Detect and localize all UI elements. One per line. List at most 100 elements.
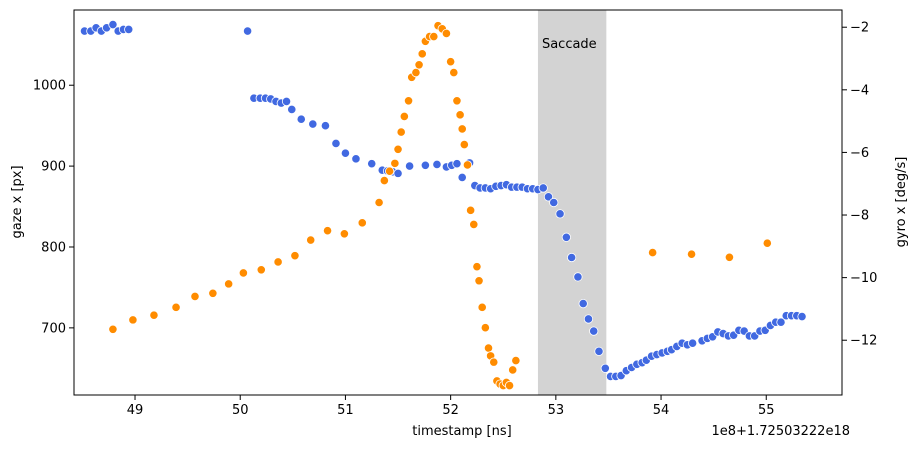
gaze-point [320,121,331,131]
y-right-tick-label: −8 [850,209,869,224]
gyro-point [108,324,118,334]
gyro-point [457,124,467,134]
gaze-point [108,19,118,30]
gyro-point [452,96,462,106]
gyro-point [466,205,476,215]
gyro-point [489,357,499,367]
saccade-label: Saccade [542,37,597,52]
y-right-tick-label: −2 [850,21,869,36]
gaze-point [351,154,361,164]
x-tick-label: 52 [442,403,459,418]
gyro-point [393,144,403,154]
gaze-point [405,161,415,171]
gyro-point [290,251,300,261]
y-left-tick-label: 1000 [33,79,66,94]
gaze-point [432,159,442,170]
gyro-point [441,28,452,39]
gyro-point [256,265,266,275]
gaze-point [538,183,548,193]
x-tick-label: 54 [653,403,670,418]
gaze-point [583,314,594,324]
gaze-point [331,138,341,149]
gyro-point [374,197,384,208]
gyro-point [483,343,494,353]
gyro-point [455,110,465,120]
gyro-point [762,238,772,248]
x-tick-label: 50 [232,403,249,418]
gaze-point [549,197,559,208]
y-left-tick-label: 800 [41,240,66,255]
gyro-point [511,355,521,366]
gyro-point [357,218,367,228]
gyro-point [472,262,482,272]
gyro-point [414,60,424,70]
x-tick-label: 49 [127,403,144,418]
gyro-point [399,111,409,122]
gyro-point [390,158,400,168]
y-left-tick-label: 900 [41,160,66,175]
gaze-point [393,168,403,178]
gaze-point [573,272,583,282]
gaze-point [561,232,571,242]
gaze-point [589,326,599,336]
x-tick-label: 51 [337,403,354,418]
gaze-point [340,148,351,158]
gyro-point [339,229,349,239]
gyro-point [648,247,658,258]
gyro-point [459,139,469,150]
gyro-point [149,310,159,320]
gyro-point [477,302,487,312]
y-axis-label-left: gaze x [px] [10,165,25,238]
gaze-point [600,363,610,373]
gaze-point [452,159,462,169]
gyro-point [403,96,414,106]
x-offset-label: 1e8+1.72503222e18 [711,424,850,439]
gaze-point [308,119,318,129]
gaze-point [420,160,430,170]
gyro-point [480,323,490,333]
gyro-point [238,268,248,278]
gaze-point [578,299,588,309]
gaze-point [555,209,565,219]
y-left-tick-label: 700 [41,321,66,336]
gyro-point [128,315,138,325]
gaze-point [776,317,786,327]
gyro-point [224,279,234,289]
gaze-point [688,338,698,348]
gyro-point [469,219,479,230]
gyro-point [474,276,484,286]
saccade-band [537,10,607,395]
gyro-point [171,302,181,312]
y-right-tick-label: −6 [850,146,869,161]
gaze-point [367,159,377,169]
gaze-point [567,252,577,263]
gyro-point [396,127,406,137]
x-tick-label: 53 [548,403,565,418]
gyro-point [686,249,697,259]
gyro-point [190,291,200,302]
gaze-point [797,311,807,322]
gyro-point [449,68,459,78]
gyro-point [208,288,218,298]
plot-frame [73,9,843,396]
x-axis-label: timestamp [ns] [412,424,511,439]
gyro-point [385,166,395,176]
y-right-tick-label: −10 [850,271,877,286]
gyro-point [306,235,316,245]
gyro-point [446,57,456,67]
gaze-point [287,104,297,115]
gaze-point [296,114,306,124]
gaze-point [457,172,467,183]
x-tick-label: 55 [758,403,775,418]
gyro-point [462,160,473,170]
y-right-tick-label: −12 [850,334,877,349]
y-right-tick-label: −4 [850,83,869,98]
gyro-point [411,68,421,78]
gyro-point [379,175,389,186]
gaze-point [124,24,134,35]
gyro-point [417,49,427,59]
gyro-point [273,257,283,267]
gaze-point [594,346,604,356]
